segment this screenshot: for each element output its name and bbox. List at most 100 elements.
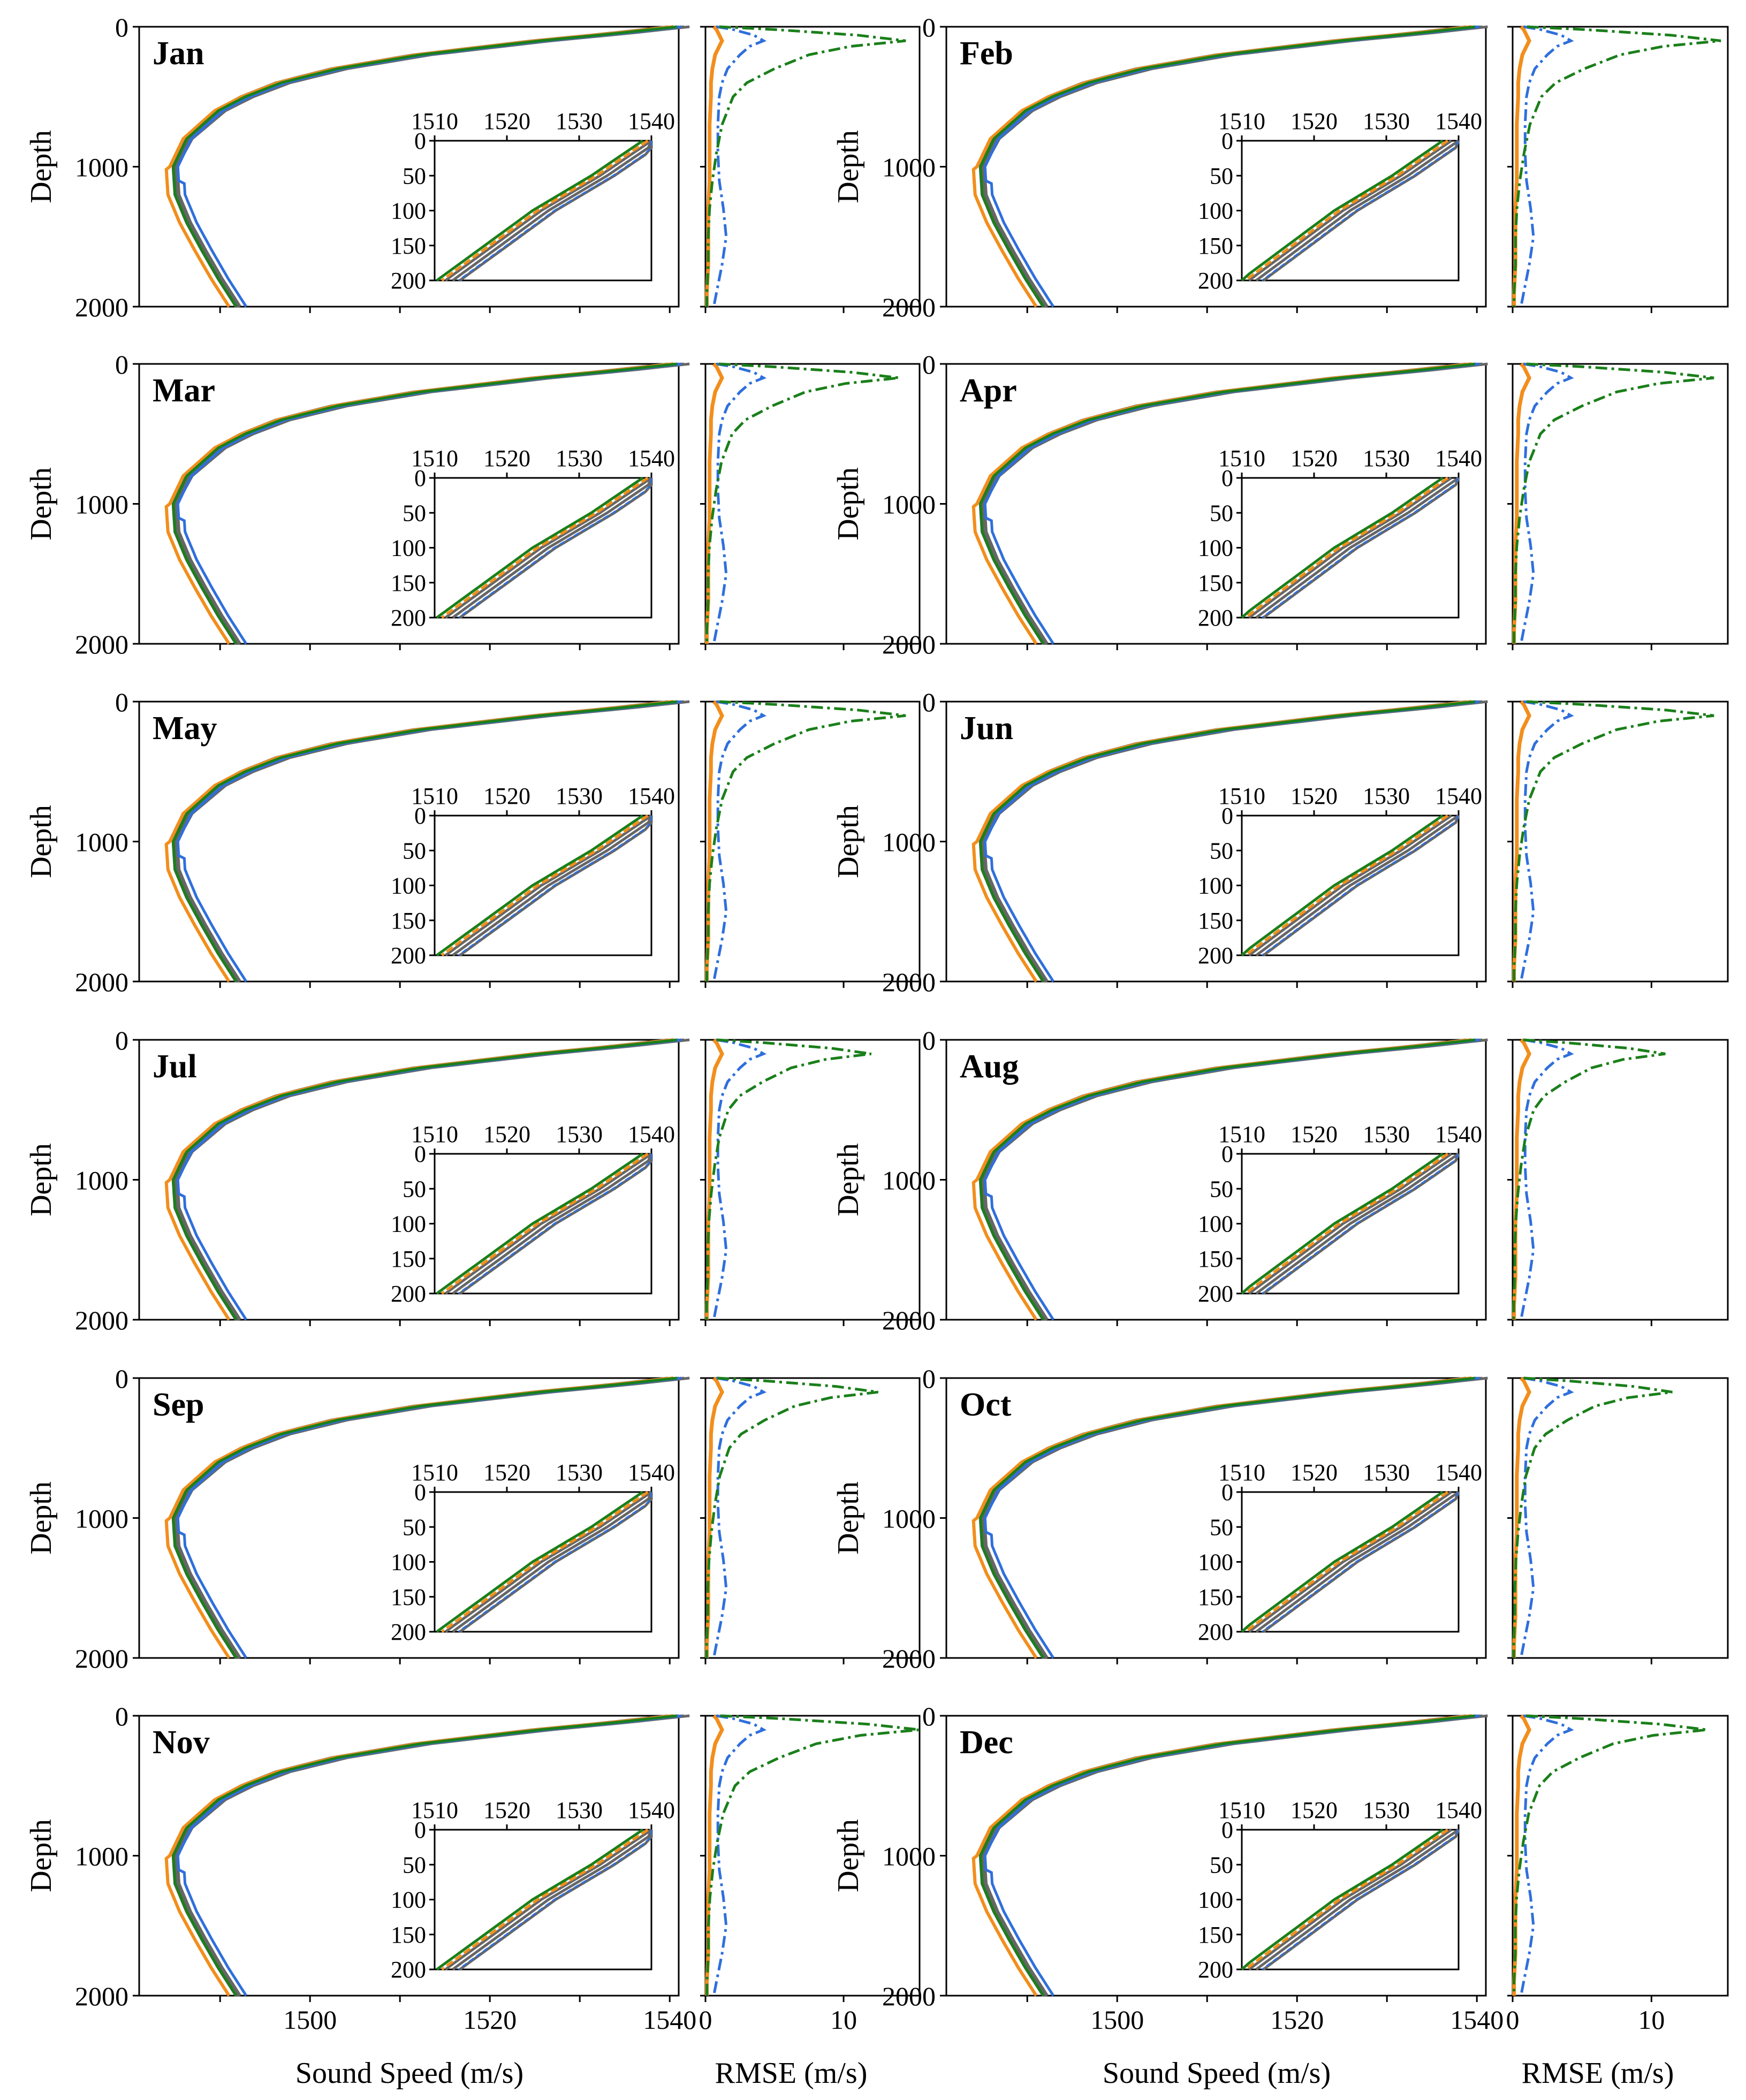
y-tick-label: 0 bbox=[115, 349, 128, 379]
y-tick-label: 0 bbox=[115, 687, 128, 717]
inset-blue-line bbox=[1261, 1492, 1460, 1633]
inset-y-tick-label: 150 bbox=[391, 1584, 426, 1610]
y-tick-label: 0 bbox=[922, 1364, 936, 1394]
x-axis-title-sound-speed-left: Sound Speed (m/s) bbox=[295, 2057, 523, 2090]
inset-y-tick-label: 0 bbox=[1221, 128, 1233, 154]
inset-x-tick-label: 1530 bbox=[556, 1797, 603, 1823]
inset-y-tick-label: 100 bbox=[391, 1887, 426, 1913]
y-tick-label: 2000 bbox=[75, 967, 128, 997]
rmse-frame bbox=[1512, 1715, 1729, 1997]
inset-y-tick-label: 100 bbox=[391, 873, 426, 899]
month-label: Apr bbox=[960, 372, 1017, 409]
inset-y-tick-label: 50 bbox=[1210, 500, 1233, 526]
month-label: Aug bbox=[960, 1048, 1019, 1085]
rmse-green-line bbox=[705, 362, 899, 644]
inset-y-tick-label: 100 bbox=[391, 535, 426, 561]
inset-blue-line bbox=[458, 478, 652, 619]
y-axis-title: Depth bbox=[832, 1143, 865, 1216]
y-tick-label: 2000 bbox=[882, 967, 936, 997]
x-tick-label: 1540 bbox=[1450, 2005, 1504, 2035]
inset-blue-line bbox=[1261, 815, 1460, 956]
inset-orange-line bbox=[441, 1152, 649, 1295]
inset-x-tick-label: 1530 bbox=[556, 108, 603, 134]
y-axis-title: Depth bbox=[25, 467, 58, 541]
inset-observed-line bbox=[1248, 1152, 1452, 1295]
green-profile-line bbox=[172, 25, 677, 308]
y-tick-label: 1000 bbox=[882, 1504, 936, 1534]
y-tick-label: 1000 bbox=[882, 153, 936, 182]
inset-orange-line bbox=[441, 814, 649, 957]
month-label: Nov bbox=[153, 1724, 210, 1761]
rmse-green-line bbox=[705, 700, 906, 981]
inset-x-tick-label: 1510 bbox=[1218, 1459, 1265, 1486]
rmse-orange-line bbox=[1512, 700, 1532, 981]
inset-y-tick-label: 150 bbox=[1198, 233, 1233, 259]
inset-blue-line bbox=[458, 816, 652, 956]
inset-y-tick-label: 150 bbox=[1198, 1246, 1233, 1272]
panel-feb: 0 1000 2000 Depth Feb 1510 1520 1530 1540 0 50 100 1… bbox=[832, 12, 1729, 322]
green-profile-line bbox=[979, 1038, 1476, 1321]
inset-observed-line bbox=[1248, 1490, 1452, 1633]
y-tick-label: 2000 bbox=[882, 629, 936, 659]
inset-orange-line bbox=[1244, 1152, 1449, 1295]
inset-observed-line bbox=[1255, 139, 1460, 282]
inset-y-tick-label: 50 bbox=[1210, 1176, 1233, 1202]
y-axis-title: Depth bbox=[25, 1143, 58, 1216]
inset-blue-line bbox=[1261, 1829, 1460, 1970]
inset-observed-line bbox=[452, 815, 653, 957]
y-tick-label: 1000 bbox=[882, 827, 936, 857]
y-tick-label: 2000 bbox=[75, 292, 128, 322]
inset-x-tick-label: 1520 bbox=[1290, 445, 1338, 471]
inset-y-tick-label: 200 bbox=[1198, 605, 1233, 631]
y-tick-label: 2000 bbox=[882, 1981, 936, 2011]
green-profile-line bbox=[979, 700, 1476, 983]
inset-x-tick-label: 1510 bbox=[1218, 783, 1265, 809]
inset-observed-line bbox=[1255, 814, 1460, 957]
inset-orange-line bbox=[441, 1490, 649, 1633]
inset-y-tick-label: 0 bbox=[1221, 1479, 1233, 1505]
inset-y-tick-label: 200 bbox=[391, 605, 426, 631]
panel-sep: 0 1000 2000 Depth Sep 1510 1520 1530 1540 0 50 100 1… bbox=[25, 1364, 921, 1673]
y-tick-label: 1000 bbox=[75, 153, 128, 182]
x-tick-label: 1500 bbox=[283, 2005, 337, 2035]
inset-y-tick-label: 50 bbox=[1210, 163, 1233, 189]
y-axis-title: Depth bbox=[25, 130, 58, 203]
inset-blue-line bbox=[1261, 140, 1460, 281]
inset-y-tick-label: 0 bbox=[1221, 803, 1233, 829]
x-axis-title-rmse-left: RMSE (m/s) bbox=[715, 2057, 868, 2090]
inset-green-line bbox=[1241, 1490, 1444, 1633]
x-axis-title-sound-speed-right: Sound Speed (m/s) bbox=[1103, 2057, 1331, 2090]
inset-blue-line bbox=[458, 1492, 652, 1633]
month-label: Jul bbox=[153, 1048, 197, 1085]
rmse-blue-line bbox=[712, 25, 767, 307]
green-profile-line bbox=[979, 362, 1476, 645]
inset-y-tick-label: 0 bbox=[1221, 1141, 1233, 1167]
inset-y-tick-label: 0 bbox=[414, 1817, 426, 1843]
inset-y-tick-label: 100 bbox=[1198, 198, 1233, 224]
inset-x-tick-label: 1540 bbox=[628, 1797, 675, 1823]
inset-y-tick-label: 0 bbox=[414, 465, 426, 491]
inset-y-tick-label: 100 bbox=[1198, 1549, 1233, 1576]
y-tick-label: 0 bbox=[922, 1025, 936, 1055]
rmse-x-tick-label: 0 bbox=[1506, 2005, 1520, 2035]
inset-x-tick-label: 1540 bbox=[628, 1121, 675, 1147]
panel-apr: 0 1000 2000 Depth Apr 1510 1520 1530 1540 0 50 100 1… bbox=[832, 349, 1729, 659]
inset-orange-line bbox=[1244, 139, 1449, 282]
green-profile-line bbox=[979, 1714, 1476, 1997]
inset-observed-line bbox=[452, 1829, 653, 1971]
inset-green-line bbox=[1241, 814, 1444, 956]
inset-observed-line bbox=[444, 139, 652, 282]
inset-y-tick-label: 100 bbox=[391, 1549, 426, 1576]
inset-green-line bbox=[436, 1152, 644, 1295]
inset-x-tick-label: 1510 bbox=[1218, 1797, 1265, 1823]
panel-jan: 0 1000 2000 Depth Jan 1510 1520 1530 1540 0 50 100 1… bbox=[25, 12, 921, 322]
inset-x-tick-label: 1510 bbox=[411, 108, 458, 134]
y-tick-label: 1000 bbox=[75, 1166, 128, 1196]
rmse-green-line bbox=[705, 1376, 878, 1658]
rmse-orange-line bbox=[705, 1714, 724, 1996]
inset-observed-line bbox=[1248, 814, 1452, 957]
month-label: May bbox=[153, 710, 217, 747]
inset-x-tick-label: 1520 bbox=[1290, 108, 1338, 134]
green-profile-line bbox=[172, 362, 677, 645]
